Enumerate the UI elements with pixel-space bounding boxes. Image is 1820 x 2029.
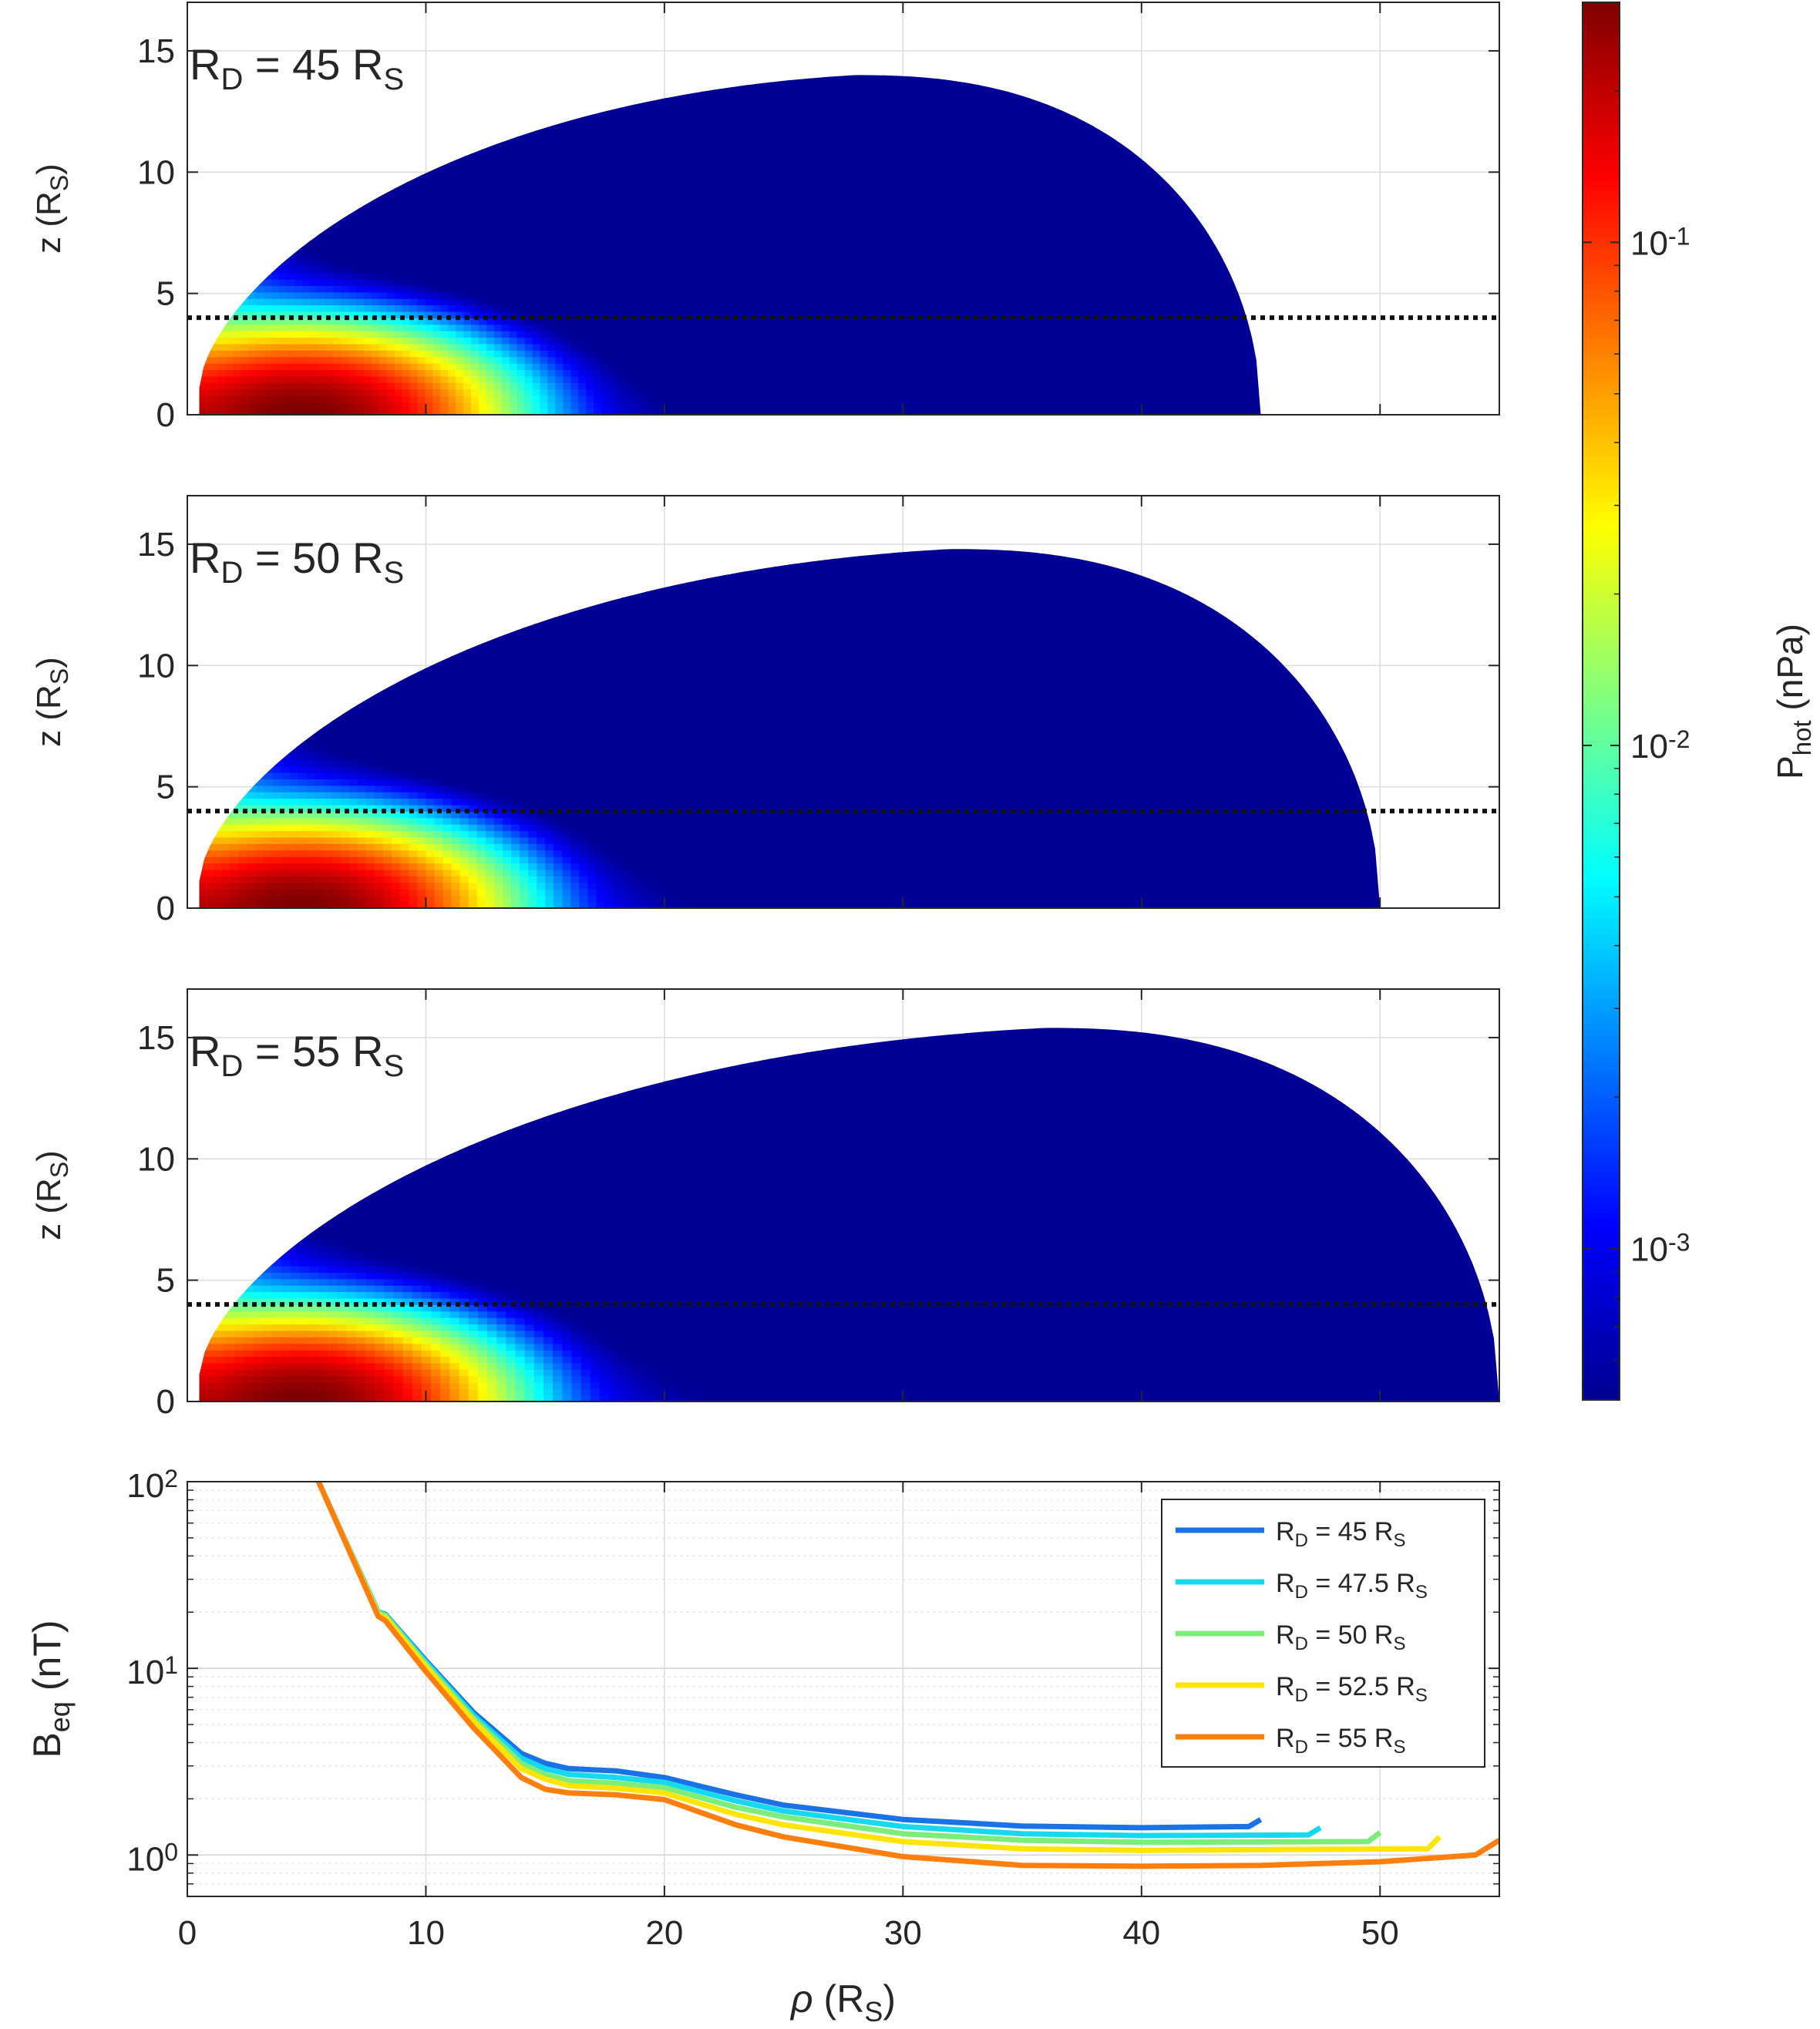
y-tick-label: 5 xyxy=(156,275,175,313)
axes-box xyxy=(187,495,1500,909)
colorbar-tick-label: 10-1 xyxy=(1630,222,1690,262)
y-tick-label: 0 xyxy=(156,1383,175,1421)
legend-entry: RD = 45 RS xyxy=(1276,1517,1406,1551)
y-axis-label: z (RS) xyxy=(30,1150,73,1240)
colorbar-tick-label: 10-3 xyxy=(1630,1228,1690,1268)
colorbar: 10-3 10-2 10-1 Phot (nPa) xyxy=(1582,2,1816,1401)
heatmap-panel-3: 0 5 10 15 RD = 55 RS z (RS) xyxy=(30,988,1500,1421)
colorbar-tick-label: 10-2 xyxy=(1630,725,1690,766)
legend-entry: RD = 50 RS xyxy=(1276,1620,1406,1654)
x-tick-label: 40 xyxy=(1122,1914,1160,1952)
heatmap-panel-1: 0 5 10 15 RD = 45 RS z (RS) xyxy=(30,2,1500,434)
y-tick-label: 102 xyxy=(126,1465,178,1505)
y-tick-label: 10 xyxy=(137,647,175,685)
y-tick-label: 101 xyxy=(126,1651,178,1691)
legend-entry: RD = 55 RS xyxy=(1276,1724,1406,1758)
colorbar-label: Phot (nPa) xyxy=(1770,624,1816,779)
series-line-1 xyxy=(316,1482,1263,1831)
axes-box xyxy=(187,2,1500,416)
legend: RD = 45 RS RD = 47.5 RS RD = 50 RS RD = 52.… xyxy=(1161,1499,1485,1768)
x-axis-label: ρ (RS) xyxy=(789,1977,896,2027)
y-tick-label: 5 xyxy=(156,1262,175,1300)
series-line-5 xyxy=(316,1482,1499,1869)
y-tick-label: 15 xyxy=(137,1019,175,1057)
x-tick-label: 0 xyxy=(178,1914,197,1952)
line-panel: 0 10 20 30 40 50 100 101 102 ρ (RS) Beq (nT) RD = 4… xyxy=(25,1465,1500,2027)
panel-label: RD = 50 RS xyxy=(190,533,404,590)
x-tick-label: 50 xyxy=(1361,1914,1399,1952)
axes-box xyxy=(187,1481,1500,1897)
y-tick-label: 15 xyxy=(137,32,175,70)
colorbar-gradient xyxy=(1583,2,1620,1400)
y-tick-label: 5 xyxy=(156,769,175,806)
y-tick-label: 10 xyxy=(137,1140,175,1178)
pressure-field xyxy=(199,549,1381,908)
y-axis-label: Beq (nT) xyxy=(25,1620,76,1758)
x-tick-label: 30 xyxy=(884,1914,922,1952)
legend-entry: RD = 47.5 RS xyxy=(1276,1569,1428,1603)
y-tick-label: 10 xyxy=(137,153,175,191)
y-tick-label: 0 xyxy=(156,396,175,434)
y-axis-label: z (RS) xyxy=(30,163,73,254)
x-tick-label: 20 xyxy=(645,1914,683,1952)
legend-entry: RD = 52.5 RS xyxy=(1276,1672,1428,1706)
x-tick-label: 10 xyxy=(407,1914,445,1952)
panel-label: RD = 55 RS xyxy=(190,1027,404,1083)
y-axis-label: z (RS) xyxy=(30,657,73,747)
y-tick-label: 0 xyxy=(156,890,175,927)
heatmap-panel-2: 0 5 10 15 RD = 50 RS z (RS) xyxy=(30,495,1500,927)
axes-box xyxy=(187,988,1500,1402)
y-tick-label: 15 xyxy=(137,526,175,564)
y-tick-label: 100 xyxy=(126,1838,178,1878)
panel-label: RD = 45 RS xyxy=(190,40,404,96)
